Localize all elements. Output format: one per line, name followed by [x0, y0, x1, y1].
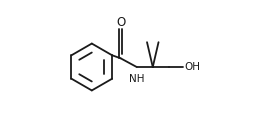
Text: O: O: [116, 16, 125, 29]
Text: NH: NH: [129, 74, 144, 84]
Text: OH: OH: [184, 62, 200, 72]
